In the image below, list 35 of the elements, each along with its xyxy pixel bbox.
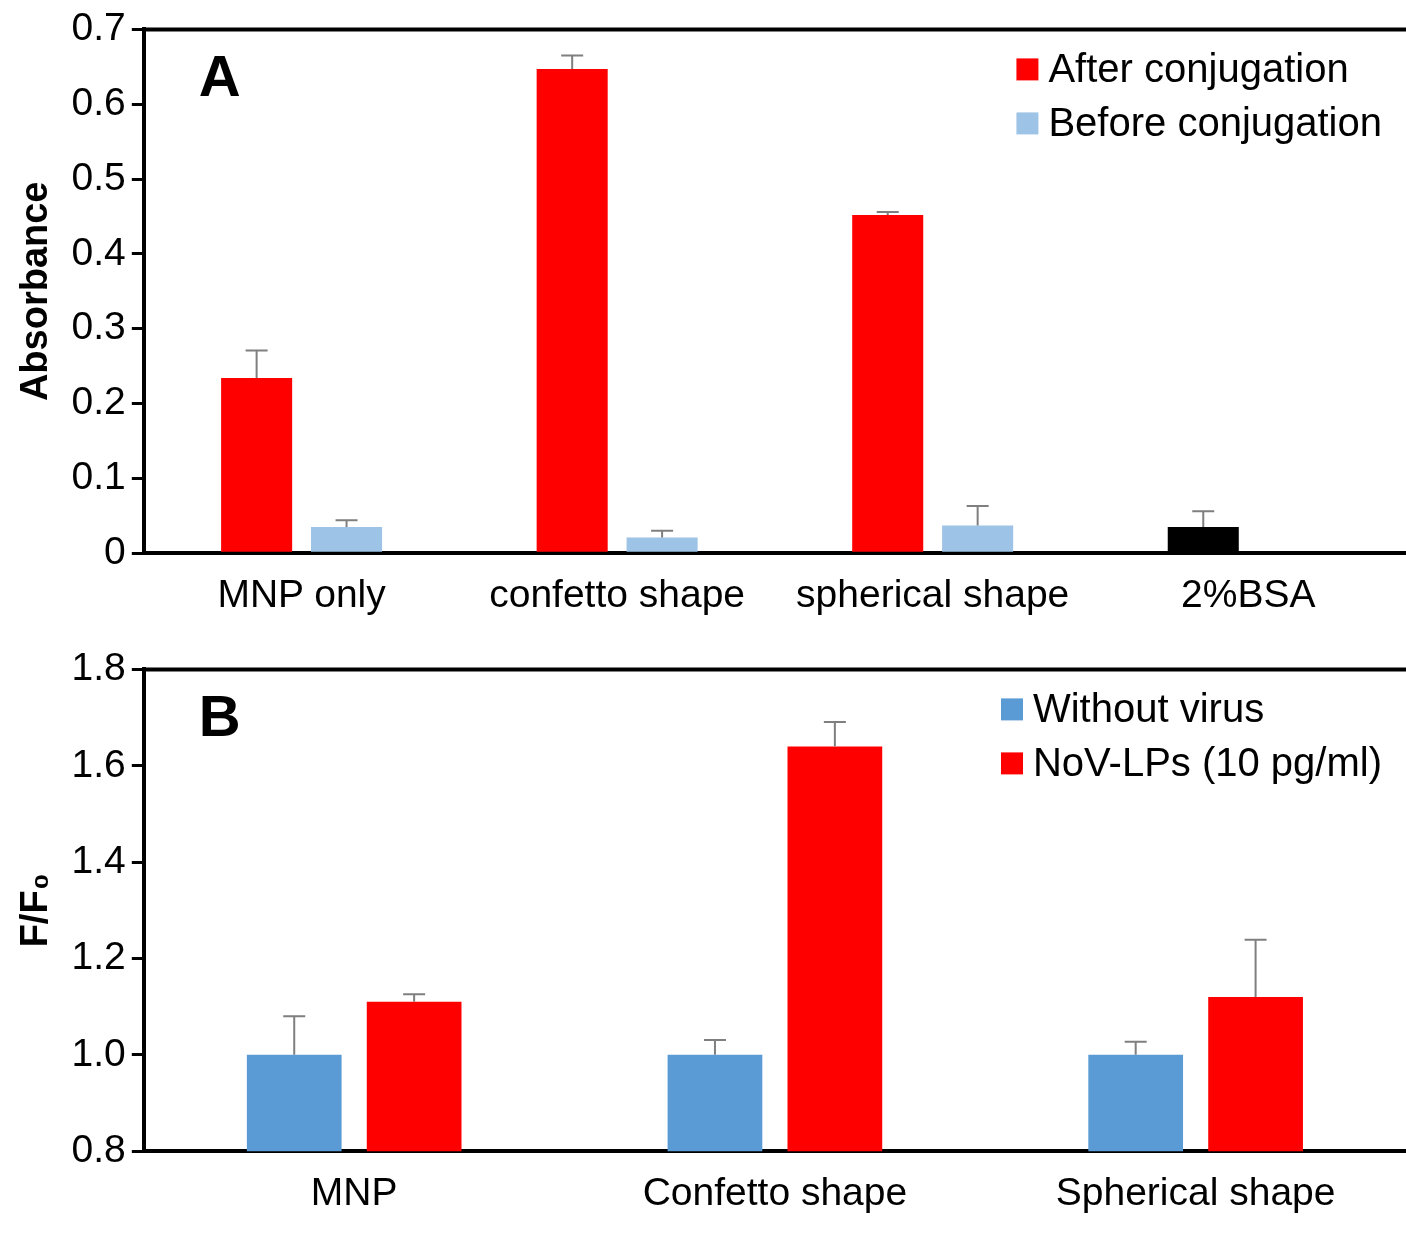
bar xyxy=(942,525,1014,552)
x-tick-label: MNP xyxy=(310,1170,398,1214)
x-tick-label: 2%BSA xyxy=(1181,572,1316,616)
y-tick-label: 1.6 xyxy=(71,741,126,785)
y-tick-label: 0.6 xyxy=(71,79,126,123)
y-tick-label: 0.5 xyxy=(71,154,126,198)
y-axis-title: F/F₀ xyxy=(13,873,56,948)
x-tick-label: Spherical shape xyxy=(1055,1170,1336,1214)
bar xyxy=(221,378,293,552)
legend-label: Without virus xyxy=(1032,686,1265,731)
y-tick-label: 0.8 xyxy=(71,1126,126,1170)
y-tick-label: 1.2 xyxy=(71,934,126,978)
bar xyxy=(852,214,924,552)
y-tick-label: 1.0 xyxy=(71,1030,126,1074)
y-tick-label: 1.8 xyxy=(71,645,126,689)
y-tick-label: 0 xyxy=(104,528,126,572)
y-tick-label: 0.2 xyxy=(71,379,126,423)
bar xyxy=(311,527,383,552)
y-tick-label: 1.4 xyxy=(71,837,126,881)
x-tick-label: MNP only xyxy=(217,572,387,616)
y-tick-label: 0.3 xyxy=(71,304,126,348)
bar xyxy=(536,69,608,552)
legend-label: NoV-LPs (10 pg/ml) xyxy=(1032,740,1383,785)
x-tick-label: confetto shape xyxy=(489,572,746,616)
annotation: B xyxy=(198,683,241,749)
y-tick-label: 0.4 xyxy=(71,229,126,273)
bar xyxy=(626,537,698,552)
legend-label: Before conjugation xyxy=(1048,100,1382,145)
x-tick-label: Confetto shape xyxy=(642,1170,908,1214)
x-tick-label: spherical shape xyxy=(796,572,1070,616)
y-tick-label: 0.7 xyxy=(71,5,126,49)
annotation: A xyxy=(198,43,241,109)
y-tick-label: 0.1 xyxy=(71,454,126,498)
y-axis-title: Absorbance xyxy=(13,181,56,402)
legend-label: After conjugation xyxy=(1048,46,1349,91)
